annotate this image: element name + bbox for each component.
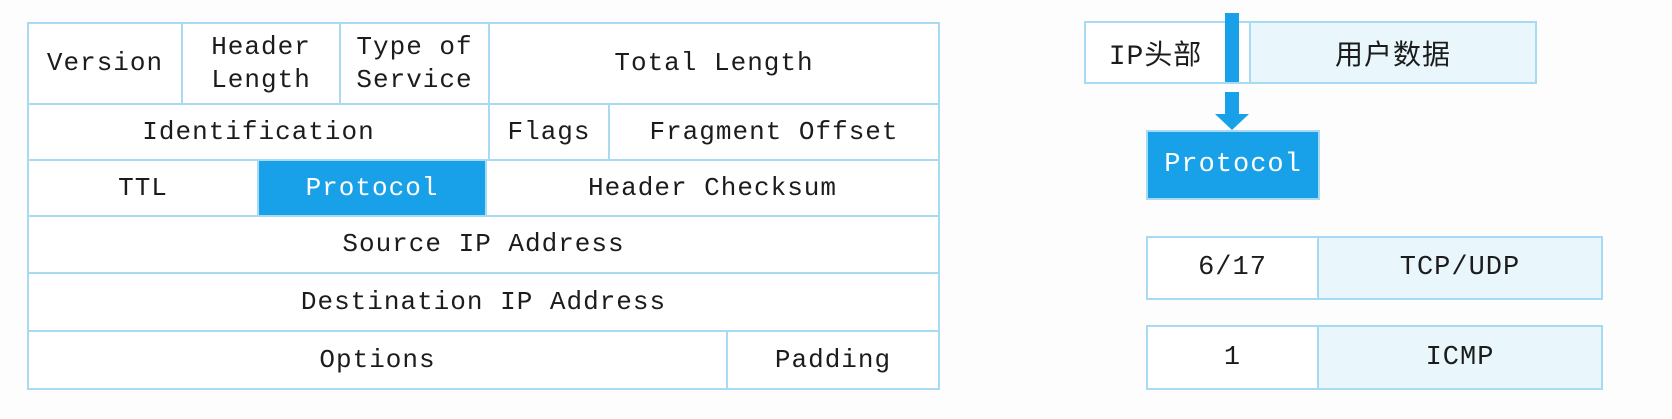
stripe-gap [1239, 23, 1249, 82]
table-row-6: Options Padding [29, 332, 938, 388]
protocol-field-stripe [1225, 13, 1239, 82]
table-row-3: TTL Protocol Header Checksum [29, 161, 938, 217]
cell-protocol-number: 1 [1148, 327, 1317, 388]
ipv4-header-table: Version Header Length Type of Service To… [27, 22, 940, 390]
table-row-1: Version Header Length Type of Service To… [29, 24, 938, 105]
cell-ip-header: IP头部 [1086, 23, 1225, 82]
protocol-mapping-row-icmp: 1 ICMP [1146, 325, 1603, 390]
cell-header-length: Header Length [183, 24, 341, 103]
cell-user-data: 用户数据 [1249, 23, 1535, 82]
table-row-5: Destination IP Address [29, 274, 938, 332]
cell-destination-ip-address: Destination IP Address [29, 274, 938, 330]
cell-protocol-highlighted: Protocol [259, 161, 487, 215]
cell-header-checksum: Header Checksum [487, 161, 938, 215]
protocol-box: Protocol [1146, 130, 1320, 200]
arrow-head [1215, 114, 1249, 130]
table-row-2: Identification Flags Fragment Offset [29, 105, 938, 161]
cell-total-length: Total Length [490, 24, 938, 103]
cell-protocol-name: ICMP [1317, 327, 1601, 388]
protocol-mapping-row-tcp-udp: 6/17 TCP/UDP [1146, 236, 1603, 300]
cell-type-of-service: Type of Service [341, 24, 490, 103]
cell-padding: Padding [728, 332, 938, 388]
cell-source-ip-address: Source IP Address [29, 217, 938, 272]
cell-protocol-name: TCP/UDP [1317, 238, 1601, 298]
cell-protocol-number: 6/17 [1148, 238, 1317, 298]
cell-options: Options [29, 332, 728, 388]
cell-identification: Identification [29, 105, 490, 159]
cell-fragment-offset: Fragment Offset [610, 105, 938, 159]
cell-flags: Flags [490, 105, 610, 159]
packet-box: IP头部 用户数据 [1084, 13, 1537, 84]
arrow-shaft [1225, 92, 1239, 114]
cell-ttl: TTL [29, 161, 259, 215]
table-row-4: Source IP Address [29, 217, 938, 274]
cell-version: Version [29, 24, 183, 103]
down-arrow-icon [1215, 92, 1249, 130]
